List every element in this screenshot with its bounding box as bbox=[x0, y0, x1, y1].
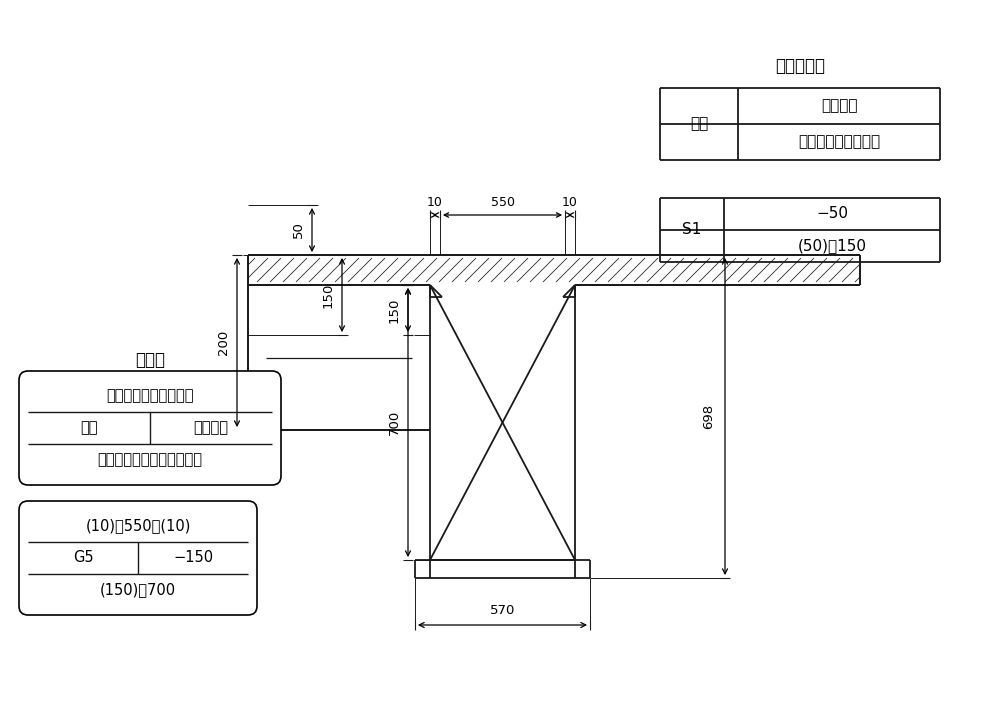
Text: 570: 570 bbox=[490, 604, 515, 618]
Text: 記号: 記号 bbox=[690, 116, 708, 132]
FancyBboxPatch shape bbox=[19, 501, 257, 615]
Text: 構造厚（下フカシ）: 構造厚（下フカシ） bbox=[798, 135, 880, 149]
Text: −50: −50 bbox=[816, 207, 848, 221]
Text: −150: −150 bbox=[173, 551, 213, 565]
Text: 700: 700 bbox=[388, 410, 401, 435]
Text: （増打）梁巌（増打）: （増打）梁巌（増打） bbox=[106, 388, 194, 403]
Text: 構造天バ: 構造天バ bbox=[194, 420, 229, 436]
Text: 150: 150 bbox=[322, 282, 335, 307]
Text: (150)　700: (150) 700 bbox=[100, 582, 176, 598]
Text: 10: 10 bbox=[427, 195, 443, 209]
Text: S1: S1 bbox=[682, 223, 701, 238]
Text: 記号: 記号 bbox=[80, 420, 98, 436]
Text: 150: 150 bbox=[388, 298, 401, 323]
Text: 梁凥例: 梁凥例 bbox=[135, 351, 165, 369]
Text: (50)　150: (50) 150 bbox=[797, 238, 866, 254]
Text: 550: 550 bbox=[491, 195, 514, 209]
Text: G5: G5 bbox=[73, 551, 93, 565]
Text: 構造天バ: 構造天バ bbox=[821, 99, 857, 114]
Text: 10: 10 bbox=[562, 195, 578, 209]
Text: 698: 698 bbox=[702, 404, 715, 429]
Text: (10)　550　(10): (10) 550 (10) bbox=[85, 518, 191, 534]
Text: スラブ凥例: スラブ凥例 bbox=[775, 57, 825, 75]
Text: （上増打）梁成（下増打）: （上増打）梁成（下増打） bbox=[98, 453, 203, 467]
Text: 200: 200 bbox=[217, 330, 230, 355]
Text: 50: 50 bbox=[292, 221, 305, 238]
FancyBboxPatch shape bbox=[19, 371, 281, 485]
